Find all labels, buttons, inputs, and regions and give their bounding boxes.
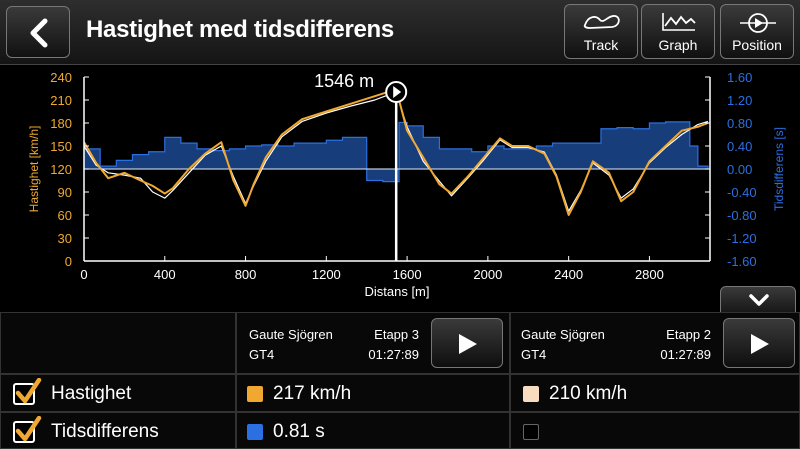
diff-color-swatch [247,424,263,440]
x-tick-label: 2000 [473,267,502,282]
y-left-tick-label: 120 [50,162,72,177]
track-icon [583,15,620,29]
play-button-1[interactable] [431,318,503,368]
play-icon [751,334,769,354]
speed-value: 217 km/h [273,383,352,404]
row-tidsdifferens[interactable]: Tidsdifferens [0,412,236,449]
car-class: GT4 [249,347,275,362]
tidsdifferens-checkbox[interactable] [13,416,42,443]
driver-name: Gaute Sjögren [249,327,333,342]
checkmark-icon [15,416,42,442]
y-left-axis-label: Hastighet [km/h] [27,126,41,213]
car-class: GT4 [521,347,547,362]
speed-color-swatch [523,386,539,402]
diff-value-cell-1: 0.81 s [236,412,510,449]
page-title: Hastighet med tidsdifferens [86,16,394,43]
y-right-tick-label: -0.40 [727,185,757,200]
y-right-tick-label: 1.20 [727,93,752,108]
expand-button[interactable] [720,286,796,314]
diff-value: 0.81 s [273,421,325,442]
graph-button-label: Graph [658,37,698,53]
y-right-tick-label: 0.40 [727,139,752,154]
speed-line-etapp-3 [83,88,709,216]
x-tick-label: 800 [235,267,257,282]
y-right-tick-label: 0.80 [727,116,752,131]
x-tick-label: 0 [80,267,87,282]
y-left-tick-label: 180 [50,116,72,131]
position-button[interactable]: Position [720,4,794,59]
speed-diff-chart[interactable]: 0 30 60 90 120 150 180 210 240 -1.60 -1.20 -0.80 -0.… [0,65,800,312]
diff-color-swatch [523,424,539,440]
x-tick-label: 2800 [635,267,664,282]
position-button-label: Position [732,37,782,53]
back-button[interactable] [6,6,70,58]
driver-card-1: Gaute Sjögren GT4 Etapp 3 01:27:89 [236,312,510,374]
graph-button[interactable]: Graph [641,4,715,59]
stage-label: Etapp 3 [374,327,419,342]
comparison-panel: Gaute Sjögren GT4 Etapp 3 01:27:89 Gaute… [0,312,800,449]
y-left-tick-label: 150 [50,139,72,154]
y-right-tick-label: -1.60 [727,254,757,269]
driver-name: Gaute Sjögren [521,327,605,342]
chart-area[interactable]: 0 30 60 90 120 150 180 210 240 -1.60 -1.20 -0.80 -0.… [0,65,800,312]
y-left-tick-label: 0 [65,254,72,269]
speed-value-cell-1: 217 km/h [236,374,510,412]
cursor-label: 1546 m [314,71,374,91]
play-button-2[interactable] [723,318,795,368]
row-hastighet[interactable]: Hastighet [0,374,236,412]
y-left-tick-label: 210 [50,93,72,108]
play-icon [459,334,477,354]
y-left-tick-label: 240 [50,70,72,85]
speed-value-cell-2: 210 km/h [510,374,800,412]
x-axis-label: Distans [m] [364,284,429,299]
hastighet-checkbox[interactable] [13,378,42,405]
speed-value: 210 km/h [549,383,628,404]
row-label: Hastighet [51,383,132,404]
graph-icon [662,13,696,31]
speed-color-swatch [247,386,263,402]
x-tick-label: 2400 [554,267,583,282]
y-right-tick-label: 1.60 [727,70,752,85]
diff-value-cell-2 [510,412,800,449]
y-right-tick-label: -1.20 [727,231,757,246]
track-button-label: Track [583,37,619,53]
lap-time: 01:27:89 [368,347,419,362]
empty-header-cell [0,312,236,374]
cursor-play-icon [393,86,402,98]
position-icon [740,13,776,33]
track-button[interactable]: Track [564,4,638,59]
y-right-tick-label: 0.00 [727,162,752,177]
lap-time: 01:27:89 [660,347,711,362]
x-tick-label: 1200 [312,267,341,282]
x-tick-label: 1600 [393,267,422,282]
chevron-left-icon [30,18,48,48]
x-tick-label: 400 [154,267,176,282]
top-bar: Hastighet med tidsdifferens Track Graph … [0,0,800,65]
driver-card-2: Gaute Sjögren GT4 Etapp 2 01:27:89 [510,312,800,374]
row-label: Tidsdifferens [51,421,159,442]
y-left-tick-label: 90 [58,185,72,200]
y-left-tick-label: 30 [58,231,72,246]
y-right-tick-label: -0.80 [727,208,757,223]
chevron-down-icon [749,294,769,306]
y-left-tick-label: 60 [58,208,72,223]
y-right-axis-label: Tidsdifferens [s] [772,127,786,211]
checkmark-icon [15,378,42,404]
stage-label: Etapp 2 [666,327,711,342]
